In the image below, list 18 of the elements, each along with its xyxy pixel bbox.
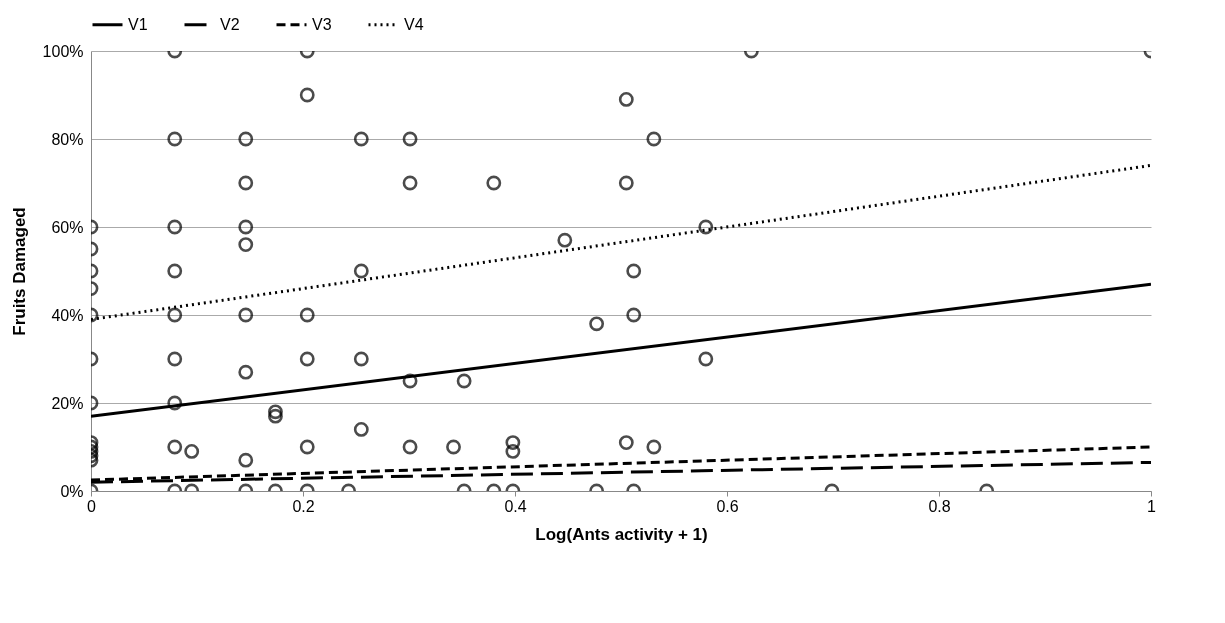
x-tick-label: 1 <box>1147 497 1157 515</box>
y-tick-label: 40% <box>51 306 84 324</box>
legend-label: V4 <box>404 15 424 33</box>
y-tick-label: 60% <box>51 218 84 236</box>
x-tick-label: 0.4 <box>504 497 527 515</box>
x-tick-label: 0.2 <box>292 497 315 515</box>
x-tick-label: 0 <box>87 497 97 515</box>
legend-label: V1 <box>128 15 148 33</box>
y-tick-label: 0% <box>60 482 84 500</box>
x-tick-label: 0.8 <box>928 497 951 515</box>
y-tick-label: 100% <box>42 42 84 60</box>
legend-label: V3 <box>312 15 332 33</box>
y-tick-label: 20% <box>51 394 84 412</box>
x-tick-label: 0.6 <box>716 497 739 515</box>
legend-label: V2 <box>220 15 240 33</box>
y-axis-title: Fruits Damaged <box>9 207 29 336</box>
y-tick-label: 80% <box>51 130 84 148</box>
x-axis-title: Log(Ants activity + 1) <box>535 524 708 544</box>
